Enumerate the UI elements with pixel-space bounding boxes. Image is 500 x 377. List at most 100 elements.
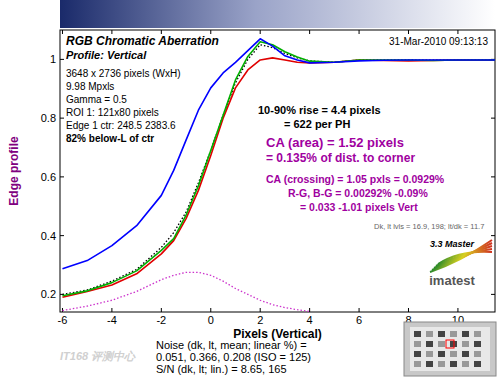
info-text: Edge 1 ctr: 248.5 2383.6 xyxy=(66,120,176,131)
x-tick xyxy=(359,308,360,312)
thumbnail-frame xyxy=(404,322,496,376)
x-tick xyxy=(260,30,261,34)
thumbnail-roi xyxy=(446,340,454,348)
x-tick-label: 4 xyxy=(307,314,313,326)
thumbnail-patch xyxy=(414,351,421,357)
thumbnail-patch xyxy=(438,341,445,347)
thumbnail-patch xyxy=(438,351,445,357)
date: 31-Mar-2010 09:13:13 xyxy=(389,36,488,47)
thumbnail-patch xyxy=(426,361,433,367)
thumbnail-patch xyxy=(426,331,433,337)
y-tick xyxy=(491,176,495,177)
y-axis-label: Edge profile xyxy=(7,136,21,206)
thumbnail-patch xyxy=(474,361,481,367)
y-tick xyxy=(60,235,64,236)
x-tick xyxy=(161,308,162,312)
series-line xyxy=(62,42,495,296)
series-line xyxy=(62,58,495,297)
subtitle: Profile: Vertical xyxy=(66,49,147,61)
series-line xyxy=(62,39,495,269)
thumbnail-patch xyxy=(414,331,421,337)
y-tick-label: 0.4 xyxy=(41,230,56,242)
thumbnail-patch xyxy=(414,341,421,347)
y-tick-label: 0.6 xyxy=(41,171,56,183)
thumbnail-patch xyxy=(426,351,433,357)
thumbnail-patch xyxy=(474,351,481,357)
y-tick xyxy=(491,118,495,119)
logo-swoosh xyxy=(434,246,492,268)
info-text: ROI 1: 121x80 pixels xyxy=(66,107,159,118)
logo xyxy=(430,240,492,272)
x-tick xyxy=(457,30,458,34)
watermark: IT168 评测中心 xyxy=(60,350,136,362)
y-tick xyxy=(60,176,64,177)
thumbnail-chart xyxy=(410,327,490,371)
x-tick xyxy=(260,308,261,312)
version-text: 3.3 Master xyxy=(430,239,475,249)
x-tick xyxy=(457,308,458,312)
y-tick xyxy=(491,235,495,236)
x-tick xyxy=(111,308,112,312)
logo-swoosh xyxy=(436,249,492,266)
noise-text: Noise (dk, lt, mean; linear %) = xyxy=(156,339,307,351)
y-tick-label: 1 xyxy=(50,53,56,65)
ca-crossing-text: R-G, B-G = 0.00292% -0.09% xyxy=(288,187,428,199)
logo-swoosh xyxy=(430,240,492,272)
thumbnail-patch xyxy=(426,341,433,347)
x-tick-label: 6 xyxy=(356,314,362,326)
logo-text: imatest xyxy=(429,273,475,288)
ca-crossing-text: = 0.033 -1.01 pixels Vert xyxy=(300,201,418,213)
thumbnail-patch xyxy=(450,351,457,357)
rise-text: 10-90% rise = 4.4 pixels xyxy=(258,104,381,116)
x-tick-label: -2 xyxy=(156,314,166,326)
thumbnail-patch xyxy=(450,361,457,367)
thumbnail-patch xyxy=(462,331,469,337)
rise-text: = 622 per PH xyxy=(284,118,350,130)
y-tick xyxy=(60,59,64,60)
ca-area-text: CA (area) = 1.52 pixels xyxy=(266,135,404,150)
x-tick xyxy=(408,30,409,34)
info-text: 82% below-L of ctr xyxy=(66,133,154,144)
ticks: -6-4-202468100.20.40.60.81 xyxy=(41,30,495,326)
thumbnail-patch xyxy=(462,351,469,357)
x-tick-label: 2 xyxy=(257,314,263,326)
thumbnail-patch xyxy=(462,341,469,347)
logo-swoosh xyxy=(438,252,492,264)
thumbnail-patch xyxy=(414,361,421,367)
y-tick xyxy=(60,118,64,119)
thumbnail-patch xyxy=(474,341,481,347)
header-bar xyxy=(60,0,495,28)
y-tick-label: 0.8 xyxy=(41,112,56,124)
info-text: Gamma = 0.5 xyxy=(66,94,127,105)
y-tick xyxy=(491,294,495,295)
thumbnail-patch xyxy=(462,361,469,367)
x-tick xyxy=(408,308,409,312)
y-tick-label: 0.2 xyxy=(41,288,56,300)
ca-crossing-text: CA (crossing) = 1.05 pxls = 0.0929% xyxy=(266,173,445,185)
noise-text: 0.051, 0.366, 0.208 (ISO = 125) xyxy=(156,351,311,363)
thumbnail-patch xyxy=(450,331,457,337)
ca-area-text: = 0.135% of dist. to corner xyxy=(266,151,415,165)
x-tick-label: 0 xyxy=(208,314,214,326)
plot-frame xyxy=(60,30,495,312)
x-tick xyxy=(359,30,360,34)
levels-text: Dk, lt lvls = 16.9, 198; lt/dk = 11.7 xyxy=(374,222,484,231)
title: RGB Chromatic Aberration xyxy=(66,34,219,48)
info-text: 9.98 Mpxls xyxy=(66,81,114,92)
thumbnail xyxy=(404,322,496,376)
series-line xyxy=(62,272,309,311)
chart: -6-4-202468100.20.40.60.81RGB Chromatic … xyxy=(0,0,500,377)
x-tick-label: -6 xyxy=(58,314,68,326)
x-tick-label: -4 xyxy=(107,314,117,326)
thumbnail-patch xyxy=(438,361,445,367)
x-tick xyxy=(210,308,211,312)
thumbnail-patch xyxy=(438,331,445,337)
x-tick xyxy=(309,30,310,34)
x-tick xyxy=(309,308,310,312)
thumbnail-patch xyxy=(474,331,481,337)
series-line xyxy=(62,45,495,295)
series-group xyxy=(62,39,495,312)
noise-text: S/N (dk, lt; lin.) = 8.65, 165 xyxy=(156,363,287,375)
x-tick xyxy=(62,30,63,34)
info-text: 3648 x 2736 pixels (WxH) xyxy=(66,68,181,79)
